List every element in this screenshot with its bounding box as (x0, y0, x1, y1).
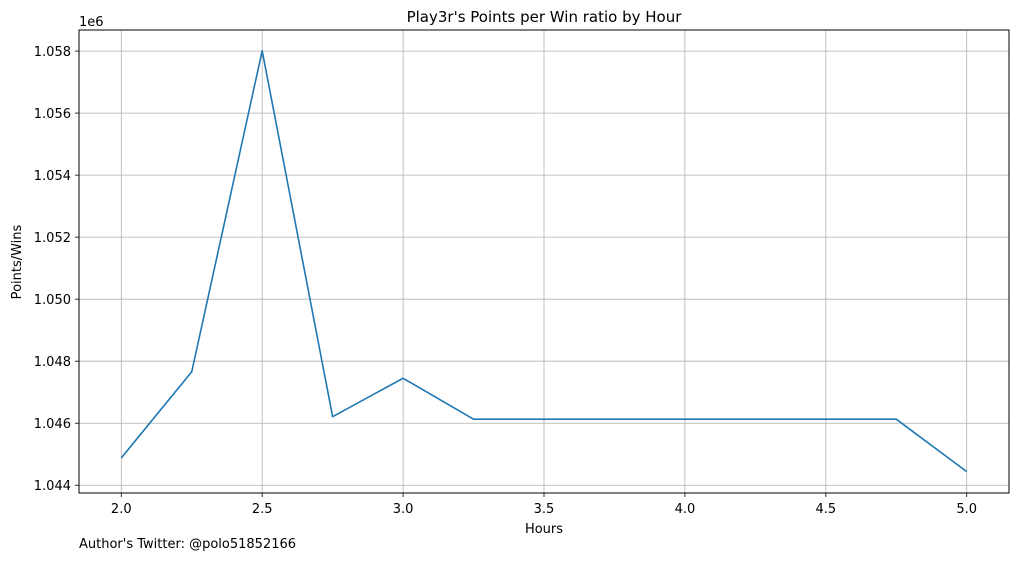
y-axis-ticks: 1.044 1.046 1.048 1.050 1.052 1.054 1.056 1.058 (34, 45, 79, 494)
y-tick-label: 1.054 (34, 169, 71, 184)
chart-title: Play3r's Points per Win ratio by Hour (407, 8, 683, 26)
y-tick-label: 1.050 (34, 293, 71, 308)
x-axis-ticks: 2.0 2.5 3.0 3.5 4.0 4.5 5.0 (111, 493, 977, 517)
y-tick-label: 1.052 (34, 231, 71, 246)
y-axis-label: Points/Wins (10, 224, 25, 299)
x-tick-label: 4.0 (675, 502, 696, 517)
x-tick-label: 3.5 (534, 502, 555, 517)
y-tick-label: 1.048 (34, 355, 71, 370)
series-line (120, 49, 968, 473)
x-tick-label: 5.0 (956, 502, 977, 517)
y-tick-label: 1.044 (34, 479, 71, 494)
x-tick-label: 3.0 (393, 502, 414, 517)
x-tick-label: 4.5 (815, 502, 836, 517)
x-axis-label: Hours (525, 522, 563, 537)
y-tick-label: 1.046 (34, 417, 71, 432)
author-footnote: Author's Twitter: @polo51852166 (79, 537, 297, 552)
y-tick-label: 1.058 (34, 45, 71, 60)
series-layer (120, 49, 968, 473)
x-tick-label: 2.5 (252, 502, 273, 517)
y-tick-label: 1.056 (34, 107, 71, 122)
grid-lines (79, 30, 1009, 493)
y-offset-label: 1e6 (79, 15, 104, 30)
x-tick-label: 2.0 (111, 502, 132, 517)
